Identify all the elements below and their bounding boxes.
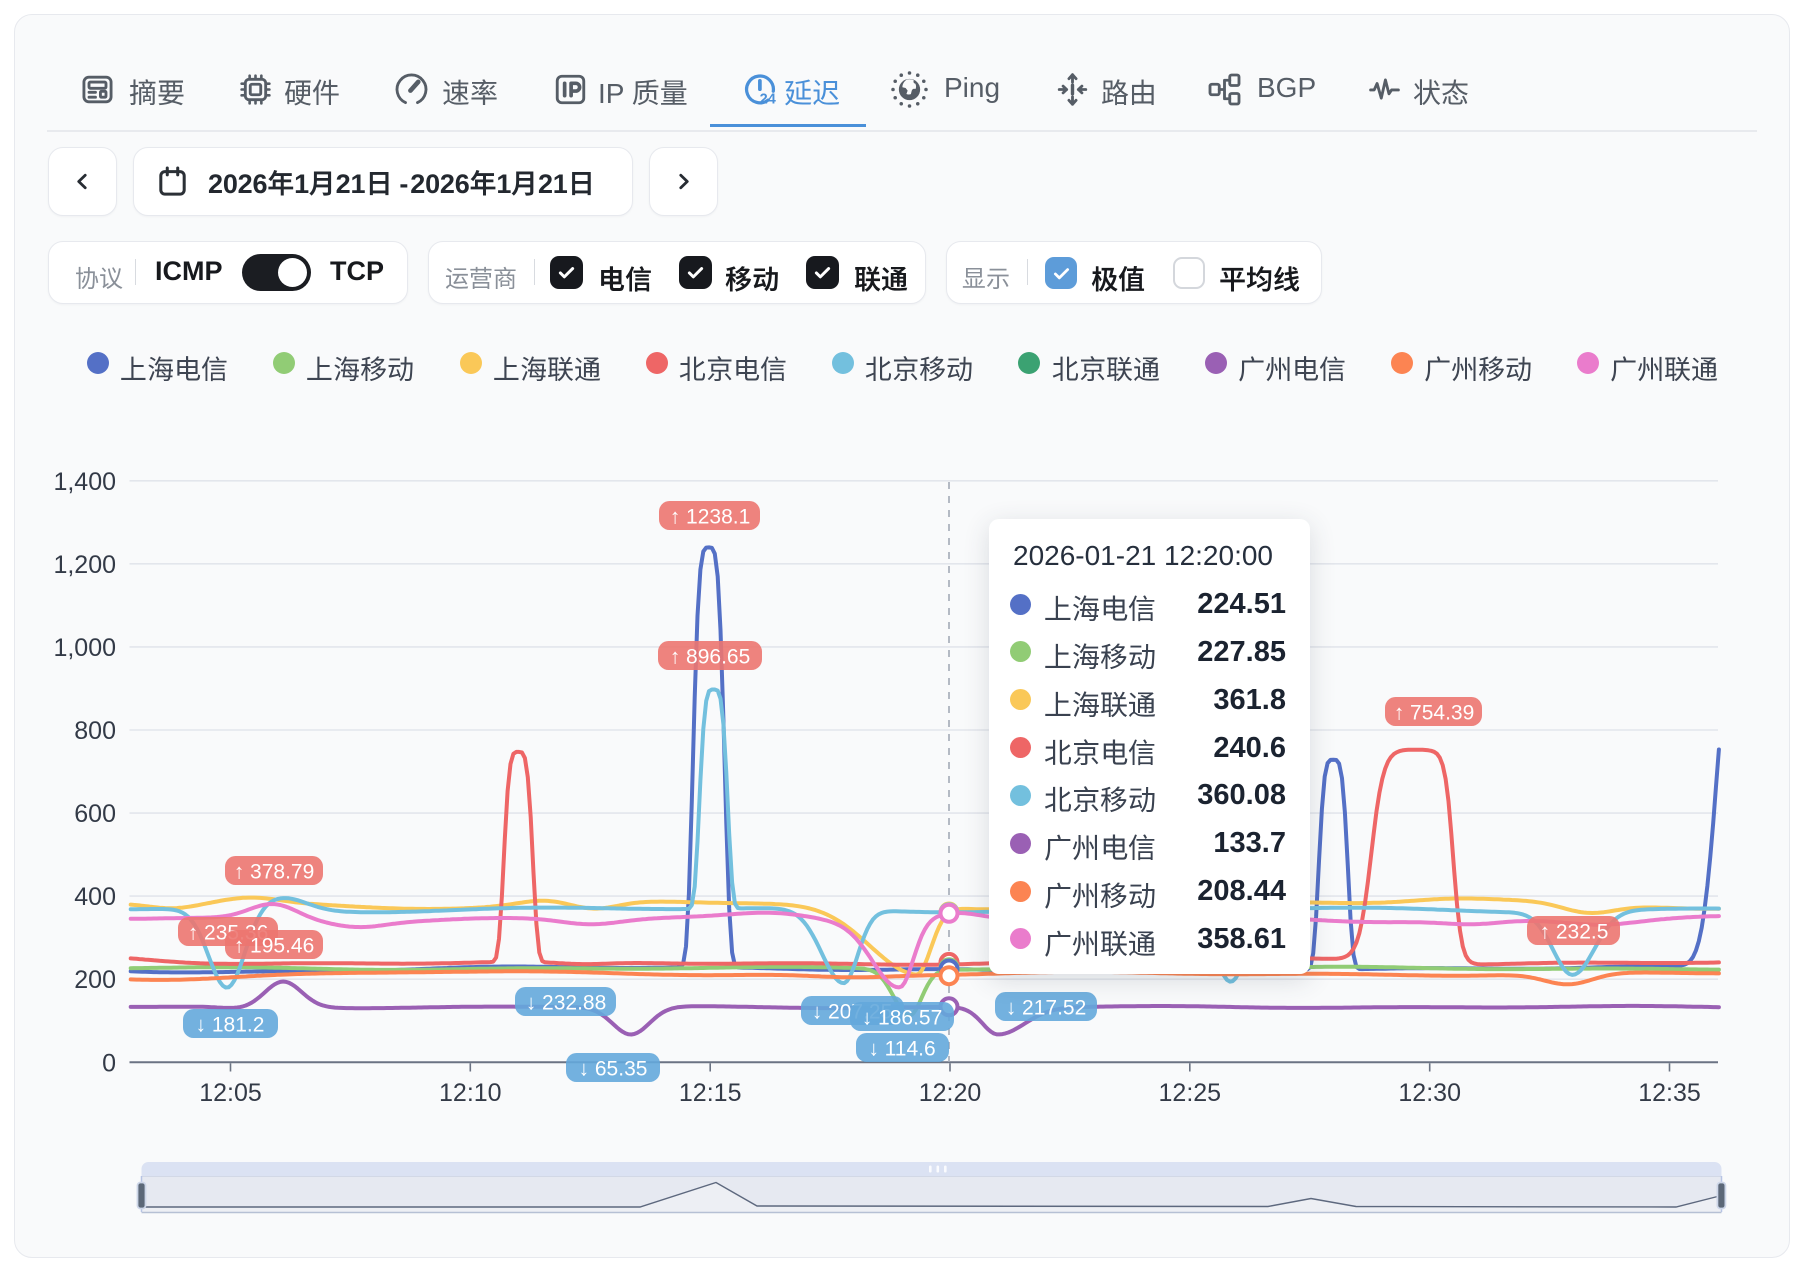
svg-text:1,200: 1,200 [53,551,116,579]
svg-text:12:35: 12:35 [1638,1079,1701,1107]
svg-text:800: 800 [74,717,116,745]
svg-text:12:15: 12:15 [679,1079,742,1107]
svg-text:↑ 195.46: ↑ 195.46 [234,935,315,958]
svg-text:0: 0 [102,1049,116,1077]
svg-text:24: 24 [760,92,776,108]
svg-text:↑ 896.65: ↑ 896.65 [670,646,751,669]
svg-text:12:10: 12:10 [439,1079,502,1107]
svg-text:↓ 186.57: ↓ 186.57 [862,1007,943,1030]
svg-text:12:30: 12:30 [1398,1079,1461,1107]
svg-text:400: 400 [74,883,116,911]
svg-text:↑ 1238.1: ↑ 1238.1 [670,506,751,529]
svg-text:1,400: 1,400 [53,468,116,496]
svg-text:↓ 181.2: ↓ 181.2 [196,1014,265,1037]
svg-text:↓ 114.6: ↓ 114.6 [868,1038,935,1061]
svg-text:↓ 217.52: ↓ 217.52 [1006,997,1087,1020]
svg-text:12:20: 12:20 [919,1079,982,1107]
svg-text:12:25: 12:25 [1159,1079,1222,1107]
svg-text:12:05: 12:05 [199,1079,262,1107]
svg-text:↑ 232.5: ↑ 232.5 [1540,921,1609,944]
svg-text:↑ 754.39: ↑ 754.39 [1394,702,1475,725]
svg-text:↑ 378.79: ↑ 378.79 [234,861,315,884]
svg-text:200: 200 [74,966,116,994]
svg-text:600: 600 [74,800,116,828]
svg-text:↓ 232.88: ↓ 232.88 [526,992,607,1015]
svg-text:1,000: 1,000 [53,634,116,662]
svg-text:↓ 65.35: ↓ 65.35 [579,1058,648,1081]
